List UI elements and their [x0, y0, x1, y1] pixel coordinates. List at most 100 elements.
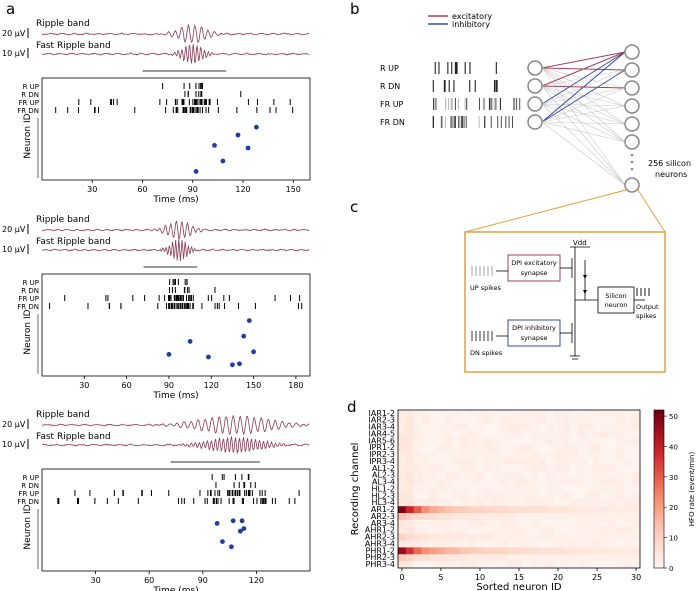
silicon-neuron: [624, 44, 640, 60]
heatmap-cell: [538, 561, 547, 569]
heatmap-cell: [452, 526, 461, 534]
heatmap-cell: [398, 561, 407, 569]
heatmap-cell: [632, 464, 641, 473]
heatmap-cell: [491, 540, 500, 548]
heatmap-cell: [624, 410, 633, 418]
heatmap-cell: [398, 513, 407, 521]
heatmap-cell: [624, 513, 633, 521]
zoom-line-left: [464, 189, 627, 233]
heatmap-cell: [546, 519, 555, 528]
heatmap-cell: [405, 513, 414, 521]
heatmap-cell: [421, 519, 430, 528]
up-spikes-label: UP spikes: [470, 284, 502, 292]
heatmap-cell: [546, 451, 555, 459]
heatmap-cell: [538, 492, 547, 500]
heatmap-cell: [585, 513, 594, 521]
heatmap-cell: [608, 444, 617, 452]
heatmap-cell: [405, 423, 414, 431]
heatmap-cell: [593, 478, 602, 486]
heatmap-cell: [522, 444, 532, 452]
silicon-label-2: neuron: [605, 301, 628, 309]
neuron-spike-dot: [239, 518, 245, 524]
channel-label: HL3-4: [371, 498, 395, 507]
heatmap-cell: [460, 499, 469, 507]
x-tick-label: 10: [475, 573, 485, 582]
heatmap-cell: [444, 410, 453, 418]
heatmap-cell: [476, 437, 485, 445]
x-tick-label: 150: [286, 185, 301, 194]
heatmap-cell: [530, 478, 539, 486]
heatmap-cell: [452, 451, 461, 459]
heatmap-cell: [421, 410, 430, 418]
ripple-waveform: [41, 23, 310, 44]
inhibitory-legend-label: inhibitory: [452, 20, 490, 29]
heatmap-cell: [593, 444, 602, 452]
heatmap-cell: [499, 519, 508, 528]
heatmap-cell: [507, 410, 516, 418]
silicon-neuron-last: [624, 177, 640, 193]
heatmap-cell: [413, 499, 422, 507]
heatmap-cell: [421, 540, 430, 548]
heatmap-cell: [491, 430, 500, 438]
heatmap-cell: [616, 430, 625, 438]
raster-label: FR DN: [17, 498, 39, 506]
heatmap-cell: [491, 437, 500, 445]
heatmap-cell: [421, 444, 430, 452]
heatmap-cell: [429, 540, 438, 548]
heatmap-cell: [554, 561, 563, 569]
heatmap-cell: [593, 416, 602, 425]
panel-a: 20 μV 10 μV Ripple band Fast Ripple band R U…: [2, 19, 311, 591]
heatmap-cell: [476, 533, 485, 541]
heatmap-cell: [577, 547, 586, 555]
heatmap-cell: [452, 437, 461, 445]
raster-label: R DN: [21, 287, 39, 295]
heatmap-cell: [499, 458, 508, 466]
heatmap-cell: [421, 485, 430, 493]
heatmap-cell: [405, 506, 414, 514]
heatmap-cell: [452, 533, 461, 541]
heatmap-cell: [569, 430, 578, 438]
channel-label: AL2-3: [372, 471, 395, 480]
heatmap-cell: [429, 430, 438, 438]
heatmap-cell: [554, 492, 563, 500]
heatmap-cell: [632, 478, 641, 486]
heatmap-cell: [468, 464, 477, 473]
heatmap-cell: [522, 519, 532, 528]
neuron-count-label: 256 silicon: [648, 159, 691, 168]
heatmap-cell: [624, 506, 633, 514]
heatmap-cell: [483, 471, 492, 479]
heatmap-cell: [538, 478, 547, 486]
heatmap-cell: [600, 437, 610, 445]
heatmap-cell: [421, 437, 430, 445]
heatmap-cell: [608, 519, 617, 528]
heatmap-cell: [398, 423, 407, 431]
heatmap-cell: [538, 499, 547, 507]
heatmap-cell: [593, 485, 602, 493]
heatmap-cell: [546, 506, 555, 514]
fast-ripple-band-label: Fast Ripple band: [36, 41, 111, 51]
heatmap-cell: [554, 444, 563, 452]
heatmap-cell: [476, 561, 485, 569]
heatmap-cell: [538, 416, 547, 425]
heatmap-cell: [468, 444, 477, 452]
neuron-id-axis-label: Neuron ID: [23, 504, 33, 549]
heatmap-cell: [437, 458, 446, 466]
heatmap-cell: [507, 540, 516, 548]
heatmap-cell: [608, 554, 617, 562]
heatmap-cell: [429, 506, 438, 514]
heatmap-cell: [452, 410, 461, 418]
heatmap-cell: [546, 444, 555, 452]
output-label-2: spikes: [636, 312, 657, 320]
heatmap-cell: [530, 437, 539, 445]
heatmap-cell: [530, 464, 539, 473]
heatmap-cell: [452, 540, 461, 548]
fast-ripple-waveform: [41, 44, 310, 64]
heatmap-cell: [522, 464, 532, 473]
heatmap-cell: [460, 478, 469, 486]
raster-label: FR UP: [19, 99, 39, 107]
heatmap-cell: [444, 492, 453, 500]
heatmap-cell: [608, 533, 617, 541]
neuron-spike-dot: [241, 333, 247, 339]
heatmap-cell: [437, 547, 446, 555]
